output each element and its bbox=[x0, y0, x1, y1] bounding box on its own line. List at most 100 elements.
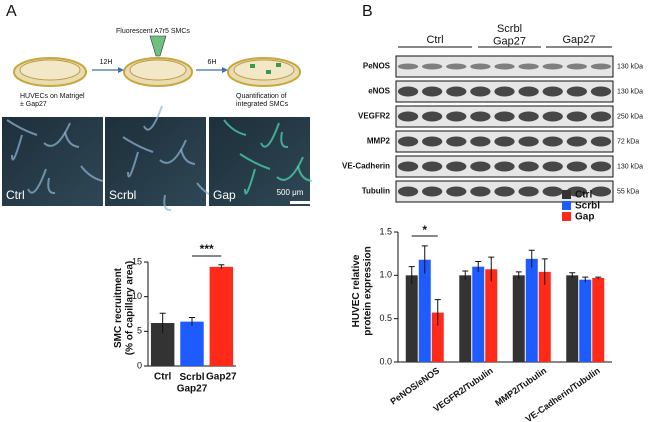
protein-label: MMP2 bbox=[367, 137, 391, 146]
y-tick-label: 0.5 bbox=[379, 313, 392, 323]
error-bar bbox=[189, 316, 195, 326]
schematic bbox=[13, 35, 301, 87]
group-label: Scrbl Gap27 bbox=[493, 23, 526, 48]
panel-label: A bbox=[6, 3, 17, 20]
micrographs: Ctrl Scrbl Gap 500 μm bbox=[2, 105, 313, 212]
blot-band bbox=[590, 63, 612, 70]
y-tick-label: 15 bbox=[132, 256, 142, 266]
error-bar bbox=[408, 266, 415, 284]
bar bbox=[472, 266, 485, 362]
blot-band bbox=[470, 86, 491, 97]
error-bar bbox=[541, 258, 548, 285]
error-bar bbox=[488, 256, 495, 282]
bar bbox=[431, 312, 444, 362]
schematic-label: 6H bbox=[208, 59, 217, 66]
vessel bbox=[276, 156, 304, 181]
micrograph-label: Scrbl bbox=[109, 188, 136, 202]
error-bar bbox=[434, 299, 441, 326]
blot-band bbox=[590, 136, 612, 147]
protein-label: Tubulin bbox=[362, 187, 390, 196]
vessel bbox=[223, 119, 247, 136]
error-bar bbox=[595, 276, 602, 279]
bar bbox=[538, 271, 551, 362]
vessel bbox=[244, 168, 256, 195]
vessel bbox=[280, 131, 289, 149]
bar bbox=[485, 269, 498, 362]
vessel bbox=[143, 105, 163, 131]
legend-label: Scrbl bbox=[575, 201, 600, 212]
bar bbox=[150, 323, 175, 366]
blot-band bbox=[494, 63, 515, 70]
vessel bbox=[163, 194, 172, 212]
legend-swatch bbox=[562, 212, 571, 221]
blot-band bbox=[590, 111, 612, 122]
blot-band bbox=[397, 63, 419, 70]
micrograph bbox=[2, 117, 103, 206]
protein-label: VEGFR2 bbox=[358, 112, 391, 121]
group-label: Gap27 bbox=[562, 34, 595, 46]
blot-band bbox=[446, 111, 467, 122]
error-bar bbox=[515, 271, 522, 279]
size-label: 130 kDa bbox=[617, 63, 643, 70]
size-label: 130 kDa bbox=[617, 88, 643, 95]
vessel bbox=[239, 153, 271, 170]
blot-band bbox=[542, 86, 563, 97]
blot-band bbox=[446, 86, 467, 97]
y-tick-label: 5 bbox=[137, 326, 142, 336]
blot-band bbox=[566, 86, 587, 97]
blot-band bbox=[518, 161, 539, 172]
blot-band bbox=[470, 186, 491, 197]
y-tick-label: 0 bbox=[137, 360, 142, 370]
micrograph bbox=[209, 117, 310, 206]
blot-band bbox=[542, 161, 563, 172]
blot-band bbox=[397, 136, 419, 147]
size-label: 55 kDa bbox=[617, 188, 639, 195]
y-axis-label: HUVEC relativeprotein expression bbox=[351, 246, 374, 335]
vessel bbox=[127, 151, 139, 178]
y-tick-label: 0.0 bbox=[379, 356, 392, 366]
bar bbox=[209, 266, 234, 366]
bar bbox=[418, 259, 431, 362]
vessel bbox=[64, 131, 80, 148]
y-tick-label: 10 bbox=[132, 291, 142, 301]
vessel bbox=[6, 119, 38, 136]
x-tick-label: Scrbl Gap27 bbox=[177, 372, 208, 395]
error-bar bbox=[159, 312, 166, 333]
bar bbox=[405, 275, 418, 362]
blot-band bbox=[397, 111, 419, 122]
bar bbox=[566, 275, 579, 362]
blot-band bbox=[470, 136, 491, 147]
blot-band bbox=[518, 63, 539, 70]
legend-swatch bbox=[562, 190, 571, 199]
error-bar bbox=[218, 264, 225, 269]
size-label: 72 kDa bbox=[617, 138, 639, 145]
blot-band bbox=[446, 63, 467, 70]
significance-label: *** bbox=[200, 242, 214, 256]
blot-band bbox=[494, 136, 515, 147]
bar bbox=[579, 279, 592, 362]
blot-band bbox=[494, 186, 515, 197]
blot-band bbox=[566, 136, 587, 147]
vessel bbox=[297, 165, 313, 182]
error-bar bbox=[528, 249, 535, 268]
micrograph-label: Ctrl bbox=[6, 188, 25, 202]
blot-band bbox=[542, 63, 563, 70]
blot-band bbox=[518, 111, 539, 122]
bar bbox=[592, 277, 605, 362]
legend-label: Ctrl bbox=[575, 190, 592, 201]
blot-band bbox=[518, 136, 539, 147]
vessel bbox=[122, 136, 154, 153]
y-axis-label: SMC recruitment(% of capillary area) bbox=[113, 261, 136, 355]
schematic-label: HUVECs on Matrigel ± Gap27 bbox=[20, 93, 85, 108]
schematic-label: Fluorescent A7r5 SMCs bbox=[116, 28, 190, 35]
blot-band bbox=[590, 161, 612, 172]
blot-band bbox=[422, 86, 443, 97]
blot-band bbox=[494, 161, 515, 172]
blot-band bbox=[518, 86, 539, 97]
vessel bbox=[27, 168, 47, 194]
y-tick-label: 1.0 bbox=[379, 270, 392, 280]
blot-band bbox=[566, 186, 587, 197]
blot-band bbox=[566, 63, 587, 70]
blot-band bbox=[422, 161, 443, 172]
